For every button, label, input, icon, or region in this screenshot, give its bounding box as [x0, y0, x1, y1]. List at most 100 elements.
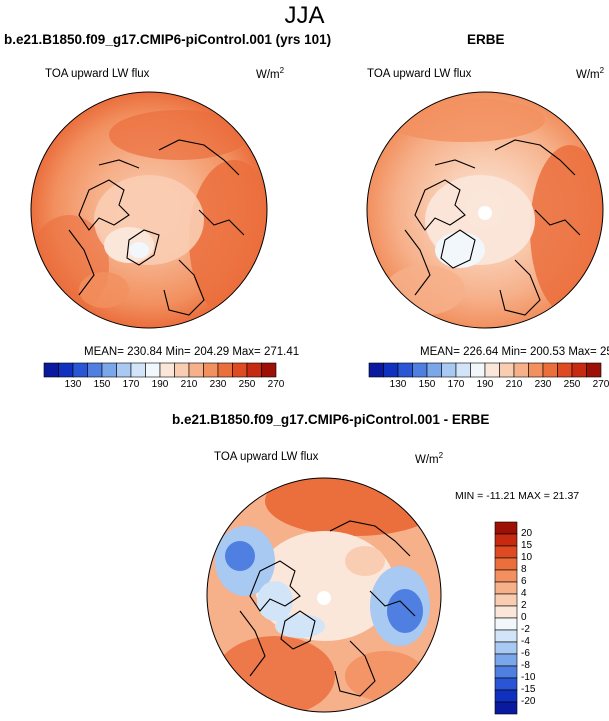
colorbar-swatch	[494, 665, 518, 679]
colorbar-tick-label: 170	[447, 379, 465, 390]
panel1-coastlines	[68, 139, 245, 316]
colorbar-swatch	[571, 362, 587, 378]
colorbar-tick-label: -6	[521, 648, 530, 659]
panel1-title: b.e21.B1850.f09_g17.CMIP6-piControl.001 …	[4, 32, 332, 47]
colorbar-tick-label: -15	[521, 684, 536, 695]
colorbar-swatch	[383, 362, 399, 378]
colorbar-tick-label: 270	[267, 379, 285, 390]
colorbar-swatch	[499, 362, 515, 378]
panel1-variable: TOA upward LW flux	[45, 68, 150, 80]
colorbar-swatch	[470, 362, 486, 378]
figure-title: JJA	[284, 2, 325, 29]
colorbar-swatch	[203, 362, 219, 378]
colorbar-swatch	[397, 362, 413, 378]
colorbar-swatch	[494, 569, 518, 583]
colorbar-tick-label: 230	[534, 379, 552, 390]
colorbar-swatch	[101, 362, 117, 378]
colorbar-swatch	[159, 362, 175, 378]
panel2-coastlines	[404, 139, 581, 316]
colorbar-tick-label: -10	[521, 672, 536, 683]
panel2-units: W/m2	[576, 66, 605, 81]
colorbar-swatch	[494, 629, 518, 643]
colorbar-tick-label: 190	[151, 379, 169, 390]
panel1-colorbar-labels: 130 150 170 190 210 230 250 270	[44, 379, 285, 393]
colorbar-swatch	[455, 362, 471, 378]
colorbar-swatch	[58, 362, 74, 378]
colorbar-swatch	[174, 362, 190, 378]
colorbar-tick-label: 130	[389, 379, 407, 390]
panel2-colorbar	[368, 362, 602, 378]
panel3-contour-fill	[215, 478, 441, 712]
colorbar-tick-label: 2	[521, 600, 527, 611]
colorbar-tick-label: 6	[521, 576, 527, 587]
colorbar-swatch	[43, 362, 59, 378]
panel3-coastlines	[239, 520, 416, 697]
colorbar-swatch	[494, 641, 518, 655]
colorbar-swatch	[586, 362, 602, 378]
colorbar-tick-label: 150	[418, 379, 436, 390]
colorbar-swatch	[484, 362, 500, 378]
colorbar-tick-label: 270	[592, 379, 609, 390]
colorbar-tick-label: 10	[521, 552, 533, 563]
colorbar-swatch	[494, 545, 518, 559]
colorbar-tick-label: 15	[521, 540, 533, 551]
colorbar-tick-label: 210	[505, 379, 523, 390]
colorbar-swatch	[494, 533, 518, 547]
colorbar-tick-label: 190	[476, 379, 494, 390]
colorbar-swatch	[494, 677, 518, 691]
colorbar-swatch	[557, 362, 573, 378]
panel1-units: W/m2	[256, 66, 285, 81]
colorbar-swatch	[494, 581, 518, 595]
colorbar-swatch	[426, 362, 442, 378]
panel2-variable: TOA upward LW flux	[367, 68, 472, 80]
colorbar-tick-label: 4	[521, 588, 527, 599]
colorbar-swatch	[494, 701, 518, 715]
colorbar-swatch	[145, 362, 161, 378]
colorbar-tick-label: 0	[521, 612, 527, 623]
colorbar-swatch	[494, 521, 518, 535]
colorbar-tick-label: 8	[521, 564, 527, 575]
colorbar-swatch	[116, 362, 132, 378]
panel3-colorbar-labels: 20 15 10 8 6 4 2 0 -2 -4 -6 -8 -10 -15 -20	[521, 522, 551, 714]
colorbar-tick-label: 20	[521, 528, 533, 539]
colorbar-tick-label: -4	[521, 636, 530, 647]
colorbar-swatch	[441, 362, 457, 378]
colorbar-swatch	[494, 617, 518, 631]
panel2-missing-data-pole	[478, 206, 492, 220]
colorbar-tick-label: 150	[93, 379, 111, 390]
colorbar-tick-label: 250	[563, 379, 581, 390]
panel3-colorbar	[494, 521, 518, 715]
colorbar-swatch	[72, 362, 88, 378]
colorbar-tick-label: 130	[64, 379, 82, 390]
colorbar-swatch	[368, 362, 384, 378]
colorbar-swatch	[217, 362, 233, 378]
colorbar-swatch	[494, 557, 518, 571]
colorbar-tick-label: -2	[521, 624, 530, 635]
colorbar-tick-label: 210	[180, 379, 198, 390]
colorbar-swatch	[412, 362, 428, 378]
panel2-stats: MEAN= 226.64 Min= 200.53 Max= 252.15	[420, 346, 609, 358]
panel3-variable: TOA upward LW flux	[214, 451, 319, 463]
panel1-colorbar	[43, 362, 277, 378]
colorbar-tick-label: 170	[122, 379, 140, 390]
colorbar-swatch	[188, 362, 204, 378]
colorbar-swatch	[528, 362, 544, 378]
panel3-stats: MIN = -11.21 MAX = 21.37	[455, 490, 580, 502]
panel3-title: b.e21.B1850.f09_g17.CMIP6-piControl.001 …	[172, 412, 490, 427]
colorbar-swatch	[130, 362, 146, 378]
colorbar-swatch	[494, 593, 518, 607]
panel2-colorbar-labels: 130 150 170 190 210 230 250 270	[369, 379, 609, 393]
colorbar-swatch	[494, 605, 518, 619]
colorbar-swatch	[261, 362, 277, 378]
colorbar-tick-label: 250	[238, 379, 256, 390]
colorbar-swatch	[87, 362, 103, 378]
panel2-polar-map	[366, 91, 604, 329]
colorbar-swatch	[246, 362, 262, 378]
colorbar-swatch	[232, 362, 248, 378]
colorbar-swatch	[513, 362, 529, 378]
colorbar-swatch	[542, 362, 558, 378]
panel1-polar-map	[30, 91, 268, 329]
panel1-stats: MEAN= 230.84 Min= 204.29 Max= 271.41	[84, 346, 300, 358]
colorbar-tick-label: -8	[521, 660, 530, 671]
colorbar-swatch	[494, 689, 518, 703]
